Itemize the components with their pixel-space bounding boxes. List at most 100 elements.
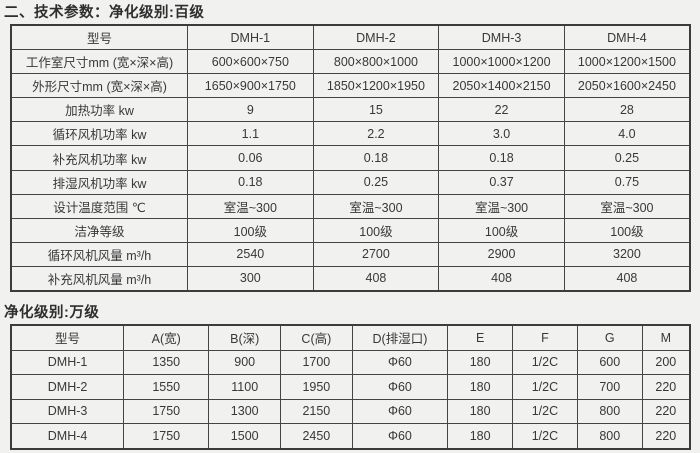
column-header: D(排湿口): [351, 324, 449, 351]
column-header: DMH-1: [187, 24, 314, 51]
row-label: 补充风机风量 m³/h: [10, 265, 189, 292]
column-header: DMH-3: [438, 24, 565, 51]
table-cell: 220: [641, 374, 691, 400]
table-cell: 1100: [208, 374, 282, 400]
table-cell: 3.0: [438, 121, 565, 147]
table-cell: 900: [208, 349, 282, 375]
column-header: G: [576, 324, 643, 351]
column-header: DMH-4: [563, 24, 691, 51]
table-cell: 2450: [280, 423, 353, 449]
column-header: C(高): [280, 324, 353, 351]
table-cell: 0.25: [563, 145, 691, 171]
table-cell: 1300: [208, 398, 282, 424]
table-cell: 室温~300: [312, 193, 440, 219]
table-cell: 600×600×750: [187, 49, 314, 75]
table-row: 工作室尺寸mm (宽×深×高) 600×600×750 800×800×1000 10…: [10, 49, 691, 75]
table-row: 加热功率 kw 9 15 22 28: [10, 97, 691, 123]
table-cell: 1700: [280, 349, 353, 375]
table-cell: 300: [187, 265, 314, 292]
purification-level-subtitle: 净化级别:万级: [4, 305, 100, 321]
table-cell: 1950: [280, 374, 353, 400]
column-header: M: [641, 324, 691, 351]
table-cell: 200: [641, 349, 691, 375]
row-label: 循环风机风量 m³/h: [10, 241, 189, 267]
table-cell: 100级: [312, 217, 440, 243]
column-header: E: [447, 324, 514, 351]
table-cell: 15: [312, 97, 440, 123]
row-label: 排湿风机功率 kw: [10, 169, 189, 195]
table-cell: 800: [576, 398, 643, 424]
table-cell: 1650×900×1750: [187, 73, 314, 99]
table-cell: 600: [576, 349, 643, 375]
table-cell: 220: [641, 423, 691, 449]
row-label: 循环风机功率 kw: [10, 121, 189, 147]
table-cell: 9: [187, 97, 314, 123]
table-cell: 2700: [312, 241, 440, 267]
row-label: 洁净等级: [10, 217, 189, 243]
table-row: DMH-3 1750 1300 2150 Φ60 180 1/2C 800 220: [10, 398, 691, 424]
row-label: DMH-1: [10, 349, 125, 375]
table-cell: 180: [447, 349, 514, 375]
table-cell: 28: [563, 97, 691, 123]
column-header: B(深): [208, 324, 282, 351]
table-cell: Φ60: [351, 423, 449, 449]
table-cell: 408: [438, 265, 565, 292]
column-header: A(宽): [123, 324, 210, 351]
table-cell: 1.1: [187, 121, 314, 147]
table-cell: 0.37: [438, 169, 565, 195]
table-cell: 800: [576, 423, 643, 449]
table-cell: 0.25: [312, 169, 440, 195]
table-cell: 100级: [563, 217, 691, 243]
table-cell: 0.06: [187, 145, 314, 171]
table-cell: 22: [438, 97, 565, 123]
header-row: 型号 DMH-1 DMH-2 DMH-3 DMH-4: [10, 24, 691, 51]
table-row: DMH-4 1750 1500 2450 Φ60 180 1/2C 800 220: [10, 423, 691, 449]
table-row: 补充风机功率 kw 0.06 0.18 0.18 0.25: [10, 145, 691, 171]
table-cell: 室温~300: [187, 193, 314, 219]
table-cell: 2150: [280, 398, 353, 424]
dimension-table: 型号 A(宽) B(深) C(高) D(排湿口) E F G M DMH-1 1350 900 1700…: [10, 324, 691, 450]
table-row: 洁净等级 100级 100级 100级 100级: [10, 217, 691, 243]
row-label: DMH-4: [10, 423, 125, 449]
table-cell: 408: [312, 265, 440, 292]
table-cell: 2.2: [312, 121, 440, 147]
table-cell: 408: [563, 265, 691, 292]
header-row: 型号 A(宽) B(深) C(高) D(排湿口) E F G M: [10, 324, 691, 351]
table-cell: 220: [641, 398, 691, 424]
table-cell: 室温~300: [438, 193, 565, 219]
row-label: DMH-2: [10, 374, 125, 400]
table-row: 排湿风机功率 kw 0.18 0.25 0.37 0.75: [10, 169, 691, 195]
table-cell: 0.18: [312, 145, 440, 171]
table-cell: Φ60: [351, 374, 449, 400]
spec-table: 型号 DMH-1 DMH-2 DMH-3 DMH-4 工作室尺寸mm (宽×深×高) 600…: [10, 24, 691, 293]
row-label: DMH-3: [10, 398, 125, 424]
column-header: DMH-2: [312, 24, 440, 51]
table-row: 设计温度范围 ℃ 室温~300 室温~300 室温~300 室温~300: [10, 193, 691, 219]
table-cell: 4.0: [563, 121, 691, 147]
table-cell: 1350: [123, 349, 210, 375]
table-cell: 1550: [123, 374, 210, 400]
table-cell: 3200: [563, 241, 691, 267]
column-header: 型号: [10, 24, 189, 51]
column-header: 型号: [10, 324, 125, 351]
table-cell: 2900: [438, 241, 565, 267]
table-cell: Φ60: [351, 349, 449, 375]
table-cell: 2050×1600×2450: [563, 73, 691, 99]
table-cell: 1750: [123, 423, 210, 449]
table-cell: 0.75: [563, 169, 691, 195]
row-label: 工作室尺寸mm (宽×深×高): [10, 49, 189, 75]
table-cell: 1850×1200×1950: [312, 73, 440, 99]
table-row: DMH-2 1550 1100 1950 Φ60 180 1/2C 700 220: [10, 374, 691, 400]
table-row: DMH-1 1350 900 1700 Φ60 180 1/2C 600 200: [10, 349, 691, 375]
table-cell: Φ60: [351, 398, 449, 424]
table-cell: 2050×1400×2150: [438, 73, 565, 99]
table-cell: 0.18: [187, 169, 314, 195]
table-cell: 180: [447, 374, 514, 400]
column-header: F: [512, 324, 578, 351]
row-label: 补充风机功率 kw: [10, 145, 189, 171]
table-cell: 1000×1200×1500: [563, 49, 691, 75]
table-cell: 1/2C: [512, 374, 578, 400]
table-row: 循环风机功率 kw 1.1 2.2 3.0 4.0: [10, 121, 691, 147]
table-cell: 100级: [187, 217, 314, 243]
